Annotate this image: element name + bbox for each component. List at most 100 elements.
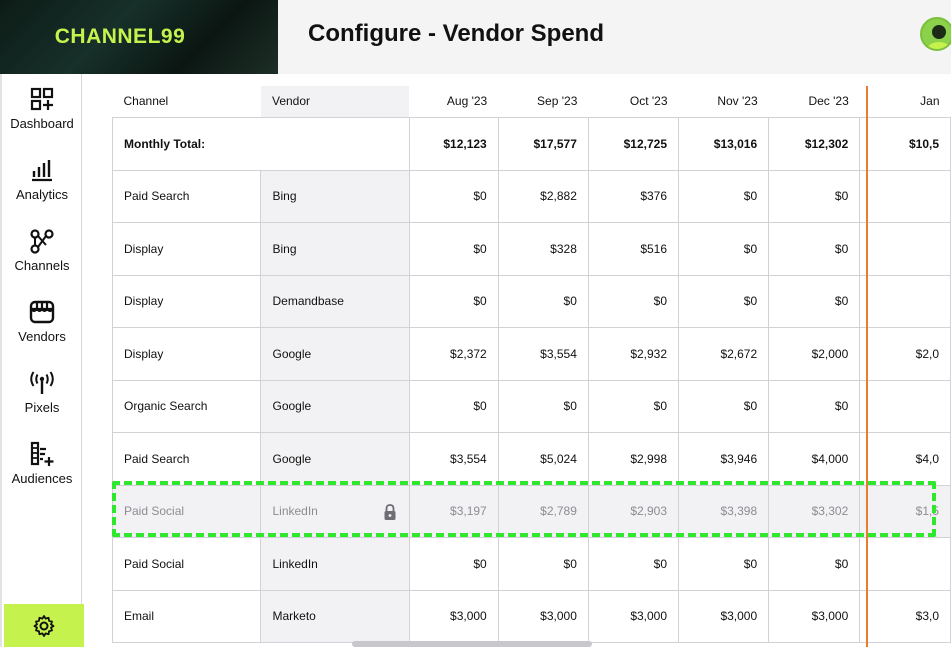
column-header-month[interactable]: Sep '23 — [498, 86, 589, 117]
sidebar-item-pixels[interactable]: Pixels — [2, 370, 82, 436]
spend-cell[interactable]: $0 — [678, 169, 770, 223]
spend-cell[interactable]: $3,000 — [678, 589, 770, 643]
spend-cell[interactable] — [859, 379, 951, 433]
spend-cell[interactable]: $0 — [768, 274, 861, 328]
spend-cell[interactable]: $2,882 — [497, 169, 589, 223]
spend-cell[interactable]: $0 — [768, 169, 861, 223]
horizontal-scrollbar[interactable] — [352, 641, 592, 647]
column-header-month[interactable]: Dec '23 — [768, 86, 860, 117]
table-row[interactable]: Display Demandbase $0 $0 $0 $0 $0 — [112, 274, 951, 328]
spend-cell[interactable]: $3,398 — [678, 484, 770, 538]
spend-cell[interactable]: $2,998 — [587, 432, 680, 486]
channel-cell[interactable]: Paid Social — [112, 484, 262, 538]
sidebar-item-channels[interactable]: Channels — [2, 228, 82, 294]
sidebar-item-dashboard[interactable]: Dashboard — [2, 86, 82, 152]
brand-logo[interactable]: CHANNEL99 — [0, 0, 278, 74]
spend-cell[interactable]: $3,554 — [497, 327, 589, 381]
spend-cell[interactable]: $0 — [678, 379, 770, 433]
spend-cell[interactable]: $516 — [587, 222, 680, 276]
column-header-month[interactable]: Jan — [859, 86, 951, 117]
spend-cell[interactable]: $3,000 — [497, 589, 589, 643]
spend-cell[interactable]: $2,000 — [768, 327, 861, 381]
vendor-cell[interactable]: Marketo — [260, 589, 410, 643]
sidebar-item-analytics[interactable]: Analytics — [2, 157, 82, 223]
channel-cell[interactable]: Display — [112, 274, 262, 328]
channel-cell[interactable]: Paid Social — [112, 537, 262, 591]
spend-cell[interactable]: $2,0 — [859, 327, 951, 381]
spend-cell[interactable]: $0 — [497, 274, 589, 328]
spend-cell[interactable]: $0 — [408, 222, 499, 276]
spend-cell[interactable]: $0 — [768, 379, 861, 433]
vendor-cell[interactable]: Bing — [260, 222, 410, 276]
table-row[interactable]: Paid Social LinkedIn $0 $0 $0 $0 $0 — [112, 537, 951, 591]
spend-cell[interactable]: $0 — [587, 274, 680, 328]
spend-cell[interactable]: $2,932 — [587, 327, 680, 381]
spend-cell[interactable]: $0 — [408, 169, 499, 223]
vendor-cell[interactable]: Google — [260, 327, 410, 381]
settings-button[interactable] — [4, 604, 84, 647]
column-header-month[interactable]: Aug '23 — [409, 86, 499, 117]
spend-cell[interactable]: $0 — [408, 537, 499, 591]
column-header-vendor[interactable]: Vendor — [260, 86, 410, 117]
spend-cell[interactable]: $2,672 — [678, 327, 770, 381]
spend-cell[interactable]: $4,0 — [859, 432, 951, 486]
sidebar-item-vendors[interactable]: Vendors — [2, 299, 82, 365]
avatar[interactable] — [920, 17, 951, 51]
vendor-cell[interactable]: Demandbase — [260, 274, 410, 328]
spend-cell[interactable] — [859, 222, 951, 276]
spend-cell[interactable]: $328 — [497, 222, 589, 276]
spend-cell[interactable]: $1,5 — [859, 484, 951, 538]
channel-cell[interactable]: Paid Search — [112, 169, 262, 223]
vendor-cell[interactable]: Google — [260, 379, 410, 433]
spend-cell[interactable]: $376 — [587, 169, 680, 223]
spend-cell[interactable]: $0 — [587, 379, 680, 433]
spend-cell[interactable]: $3,302 — [768, 484, 861, 538]
spend-cell[interactable]: $0 — [587, 537, 680, 591]
spend-cell[interactable]: $4,000 — [768, 432, 861, 486]
spend-cell[interactable]: $3,000 — [768, 589, 861, 643]
spend-cell[interactable]: $0 — [678, 274, 770, 328]
channel-cell[interactable]: Organic Search — [112, 379, 262, 433]
vendor-cell[interactable]: Bing — [260, 169, 410, 223]
table-row[interactable]: Display Google $2,372 $3,554 $2,932 $2,672 $2,… — [112, 327, 951, 381]
vendor-cell[interactable]: Google — [260, 432, 410, 486]
vendor-cell[interactable]: LinkedIn — [260, 537, 410, 591]
table-row[interactable]: Paid Search Google $3,554 $5,024 $2,998 $3,94… — [112, 432, 951, 486]
channel-cell[interactable]: Display — [112, 222, 262, 276]
spend-cell[interactable]: $3,000 — [408, 589, 499, 643]
channel-cell[interactable]: Display — [112, 327, 262, 381]
spend-cell[interactable]: $3,946 — [678, 432, 770, 486]
spend-cell[interactable]: $0 — [678, 222, 770, 276]
table-row[interactable]: Paid Social LinkedIn $3,197 $2,789 $2,903 $3,… — [112, 484, 951, 538]
sidebar-item-audiences[interactable]: Audiences — [2, 441, 82, 507]
spend-cell[interactable]: $3,554 — [408, 432, 499, 486]
channel-cell[interactable]: Paid Search — [112, 432, 262, 486]
spend-cell[interactable] — [859, 274, 951, 328]
spend-cell[interactable] — [859, 169, 951, 223]
spend-cell[interactable]: $0 — [497, 537, 589, 591]
sidebar-item-label: Pixels — [24, 400, 60, 415]
table-row[interactable]: Display Bing $0 $328 $516 $0 $0 — [112, 222, 951, 276]
vendor-cell[interactable]: LinkedIn — [260, 484, 410, 538]
spend-cell[interactable]: $2,789 — [497, 484, 589, 538]
spend-cell[interactable]: $0 — [678, 537, 770, 591]
spend-cell[interactable] — [859, 537, 951, 591]
spend-cell[interactable]: $0 — [408, 274, 499, 328]
spend-cell[interactable]: $0 — [768, 222, 861, 276]
spend-cell[interactable]: $0 — [768, 537, 861, 591]
spend-cell[interactable]: $3,197 — [408, 484, 499, 538]
channel-cell[interactable]: Email — [112, 589, 262, 643]
spend-cell[interactable]: $2,372 — [408, 327, 499, 381]
spend-cell[interactable]: $3,0 — [859, 589, 951, 643]
column-header-channel[interactable]: Channel — [112, 86, 261, 117]
column-header-month[interactable]: Oct '23 — [588, 86, 679, 117]
spend-cell[interactable]: $0 — [408, 379, 499, 433]
spend-cell[interactable]: $2,903 — [587, 484, 680, 538]
column-header-month[interactable]: Nov '23 — [678, 86, 769, 117]
spend-cell[interactable]: $5,024 — [497, 432, 589, 486]
table-row[interactable]: Email Marketo $3,000 $3,000 $3,000 $3,000 $3,0… — [112, 589, 951, 643]
spend-cell[interactable]: $0 — [497, 379, 589, 433]
spend-cell[interactable]: $3,000 — [587, 589, 680, 643]
table-row[interactable]: Paid Search Bing $0 $2,882 $376 $0 $0 — [112, 169, 951, 223]
table-row[interactable]: Organic Search Google $0 $0 $0 $0 $0 — [112, 379, 951, 433]
